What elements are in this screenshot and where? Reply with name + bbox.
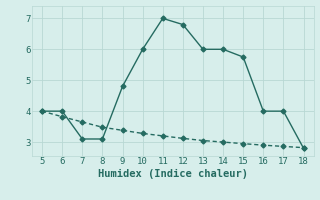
X-axis label: Humidex (Indice chaleur): Humidex (Indice chaleur) [98,169,248,179]
